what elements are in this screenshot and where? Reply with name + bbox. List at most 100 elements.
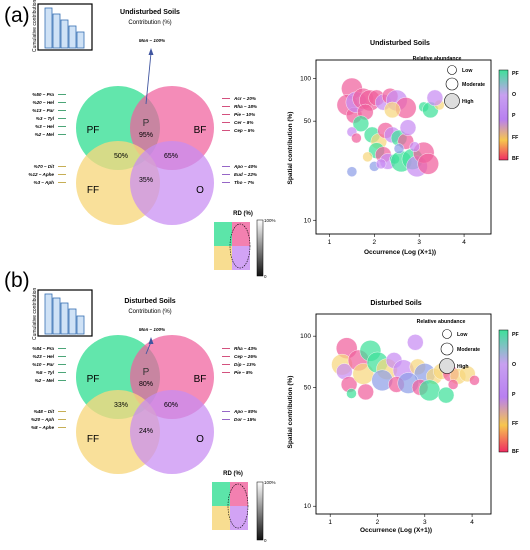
venn-subtitle: Contribution (%) xyxy=(128,309,171,315)
group-colorbar: PF O P FF BF xyxy=(498,329,519,455)
venn-pct-ff-o: 24% xyxy=(139,428,153,435)
scatter-point xyxy=(393,143,405,154)
panel-a: (a) Cumulative contribution Undisturbed … xyxy=(4,0,519,279)
taxa-label: %70 – Dit xyxy=(34,164,55,169)
scatter-point xyxy=(346,388,357,399)
scatter-point xyxy=(469,375,480,386)
rd-min: 0 xyxy=(264,274,267,279)
legend-low: Low xyxy=(462,68,473,74)
venn-pct-bf-o: 60% xyxy=(164,402,178,409)
rd-inset: RD (%) 100% 0 xyxy=(212,471,276,543)
scatter-ticks: 1 2 3 4 10 50 100 xyxy=(300,75,466,246)
scatter-title: Undisturbed Soils xyxy=(370,40,430,47)
colorbar-bf: BF xyxy=(512,156,519,162)
cumulative-inset: Cumulative contribution xyxy=(32,288,93,340)
taxa-list-right-bottom: Apo – 80% Dor – 15% xyxy=(222,409,257,422)
x-tick-label: 4 xyxy=(462,239,466,246)
taxa-list-left-top: %50 – Pra %20 – Hel %13 – Par %3 – Tyl %3 – … xyxy=(32,92,66,137)
taxa-label: %23 – Hel xyxy=(33,354,55,359)
colorbar-bf: BF xyxy=(512,449,519,455)
x-axis-label: Occurrence (Log (X+1)) xyxy=(364,249,436,256)
y-tick-label: 10 xyxy=(304,503,312,510)
venn-label-o: O xyxy=(196,434,204,445)
x-tick-label: 1 xyxy=(328,239,332,246)
taxa-label: Apo – 80% xyxy=(233,409,257,414)
venn-label-pf: PF xyxy=(87,374,100,385)
legend-high: High xyxy=(462,99,474,105)
taxa-label: %20 – Aph xyxy=(31,417,54,422)
taxa-label: Eud – 22% xyxy=(234,172,257,177)
legend-title: Relative abundance xyxy=(417,319,466,325)
venn-label-bf: BF xyxy=(194,374,207,385)
venn-label-ff: FF xyxy=(87,434,99,445)
venn-top-label: Mon – 100% xyxy=(139,327,165,332)
venn-label-ff: FF xyxy=(87,185,99,196)
taxa-label: Dor – 15% xyxy=(234,417,256,422)
scatter-point xyxy=(362,151,373,163)
taxa-list-left-bottom: %48 – Dit %20 – Aph %8 – Aphe xyxy=(31,409,66,430)
taxa-label: %2 – Mel xyxy=(35,132,55,137)
x-tick-label: 2 xyxy=(376,519,380,526)
colorbar-o: O xyxy=(512,92,516,98)
legend-moderate: Moderate xyxy=(457,347,480,353)
taxa-label: %12 – Aphe xyxy=(28,172,54,177)
taxa-label: %20 – Hel xyxy=(33,100,55,105)
venn-label-p: P xyxy=(143,367,150,378)
legend-low: Low xyxy=(457,332,468,338)
scatter-point xyxy=(357,383,374,401)
venn-label-p: P xyxy=(143,118,150,129)
venn-label-pf: PF xyxy=(87,125,100,136)
colorbar-ff: FF xyxy=(512,135,518,141)
cumulative-inset: Cumulative contribution xyxy=(32,0,93,52)
y-tick-label: 50 xyxy=(304,384,312,391)
taxa-list-right-bottom: Apo – 40% Eud – 22% Tho – 7% xyxy=(222,164,257,185)
colorbar-p: P xyxy=(512,113,516,119)
venn-pct-ff-o: 35% xyxy=(139,177,153,184)
venn-title: Undisturbed Soils xyxy=(120,9,180,16)
taxa-label: %84 – Pra xyxy=(32,346,54,351)
taxa-label: Rha – 18% xyxy=(234,104,257,109)
size-legend: Relative abundance Low Moderate High xyxy=(413,56,485,109)
taxa-list-right-top: Rha – 43% Cep – 26% Dip – 13% Pie – 8% xyxy=(222,346,257,375)
scatter-point xyxy=(437,386,455,404)
colorbar-ff: FF xyxy=(512,421,518,427)
venn-subtitle: Contribution (%) xyxy=(128,20,171,26)
taxa-label: %2 – Mel xyxy=(35,378,55,383)
venn-pct-pf-ff: 33% xyxy=(114,402,128,409)
rd-inset: RD (%) 100% 0 xyxy=(214,211,276,279)
panel-b: (b) Cumulative contribution Disturbed So… xyxy=(4,269,519,543)
venn-pct-pf-ff: 50% xyxy=(114,153,128,160)
rd-max: 100% xyxy=(264,218,276,223)
taxa-label: Pie – 10% xyxy=(234,112,255,117)
venn-label-bf: BF xyxy=(194,125,207,136)
venn-pct-p: 95% xyxy=(139,132,153,139)
taxa-list-right-top: Acr – 20% Rha – 18% Pie – 10% Cer – 8% Cep –… xyxy=(222,96,257,133)
y-tick-label: 100 xyxy=(300,75,311,82)
taxa-label: Cep – 5% xyxy=(234,128,254,133)
colorbar-pf: PF xyxy=(512,71,519,77)
scatter-points xyxy=(336,77,445,178)
scatter-point xyxy=(352,115,370,132)
taxa-label: %50 – Pra xyxy=(32,92,54,97)
x-tick-label: 4 xyxy=(470,519,474,526)
y-tick-label: 50 xyxy=(304,118,312,125)
venn-label-o: O xyxy=(196,185,204,196)
taxa-label: Apo – 40% xyxy=(233,164,257,169)
colorbar-pf: PF xyxy=(512,332,519,338)
taxa-label: Cer – 8% xyxy=(234,120,253,125)
venn-title: Disturbed Soils xyxy=(124,298,175,305)
x-axis-label: Occurrence (Log (X+1)) xyxy=(360,527,432,534)
y-tick-label: 100 xyxy=(300,333,311,340)
y-axis-label: Spatial contribution (%) xyxy=(287,112,294,185)
x-tick-label: 3 xyxy=(423,519,427,526)
taxa-label: Tho – 7% xyxy=(234,180,254,185)
taxa-label: Acr – 20% xyxy=(233,96,256,101)
scatter-point xyxy=(409,141,420,152)
taxa-label: %3 – Hel xyxy=(35,124,55,129)
colorbar-p: P xyxy=(512,392,516,398)
x-tick-label: 1 xyxy=(328,519,332,526)
taxa-label: Dip – 13% xyxy=(234,362,256,367)
taxa-label: Cep – 26% xyxy=(234,354,257,359)
taxa-list-left-top: %84 – Pra %23 – Hel %10 – Par %5 – Tyl %2 – … xyxy=(32,346,66,383)
